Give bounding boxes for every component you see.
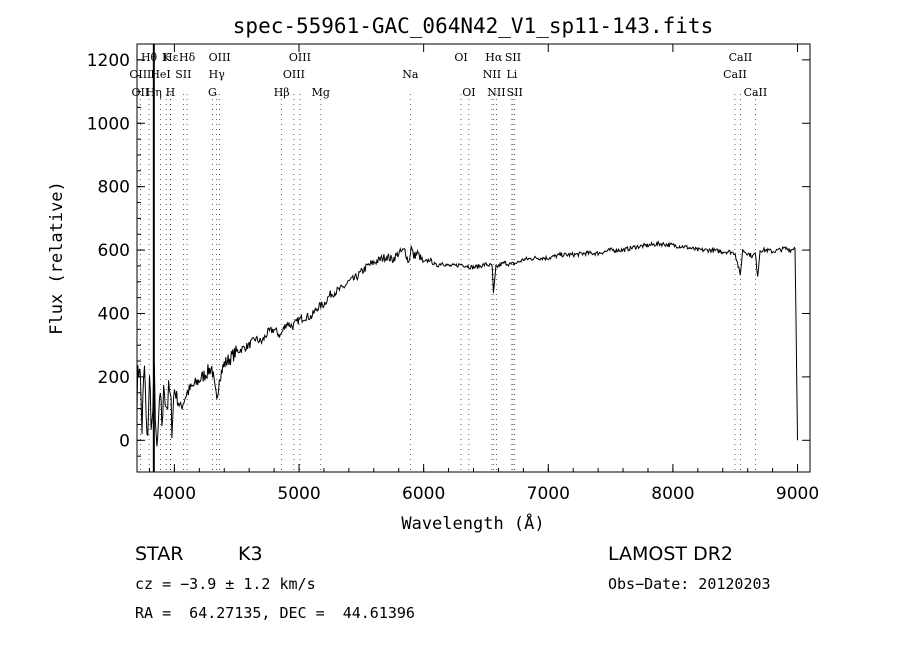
x-tick-label: 6000 — [402, 484, 445, 504]
object-class: STAR — [135, 543, 184, 565]
y-tick-label: 1000 — [87, 114, 130, 134]
line-label: Hε — [163, 51, 179, 64]
line-label: K — [162, 51, 171, 64]
x-tick-label: 8000 — [651, 484, 694, 504]
line-label: HeI — [150, 68, 170, 81]
line-label: NII — [487, 86, 505, 99]
line-label: Na — [402, 68, 419, 81]
y-tick-label: 0 — [119, 431, 130, 451]
line-label: OIII — [289, 51, 311, 64]
line-label: OI — [454, 51, 467, 64]
line-label: Hδ — [179, 51, 196, 64]
y-tick-label: 800 — [98, 178, 130, 198]
line-label: CaII — [723, 68, 747, 81]
spectrum-line — [136, 240, 798, 447]
axes: 4000 5000 6000 7000 8000 9000 0 200 400 600 800 100… — [87, 43, 819, 504]
line-label: Hβ — [274, 86, 290, 99]
y-axis-label: Flux (relative) — [47, 181, 67, 335]
line-label: SII — [505, 51, 521, 64]
line-label: Hη — [146, 86, 162, 99]
y-tick-label: 1200 — [87, 51, 130, 71]
y-tick-label: 600 — [98, 241, 130, 261]
line-label: OIII — [209, 51, 231, 64]
line-label: Hα — [485, 51, 503, 64]
x-tick-label: 7000 — [527, 484, 570, 504]
line-label: SII — [507, 86, 523, 99]
x-tick-label: 9000 — [776, 484, 819, 504]
line-label: CaII — [729, 51, 753, 64]
line-label: Mg — [312, 86, 330, 99]
line-label: NII — [483, 68, 501, 81]
line-markers — [140, 44, 756, 472]
line-label: SII — [175, 68, 191, 81]
line-label: G — [208, 86, 217, 99]
redshift-line: cz = −3.9 ± 1.2 km/s — [135, 575, 316, 593]
line-label: Hθ — [141, 51, 158, 64]
line-label: Hγ — [209, 68, 226, 81]
y-tick-label: 400 — [98, 304, 130, 324]
line-label: Li — [506, 68, 517, 81]
survey-name: LAMOST DR2 — [608, 543, 733, 565]
chart-title: spec-55961-GAC_064N42_V1_sp11-143.fits — [233, 14, 713, 38]
line-label: H — [166, 86, 176, 99]
line-label: CaII — [744, 86, 768, 99]
line-label: OII — [132, 86, 150, 99]
coordinates: RA = 64.27135, DEC = 44.61396 — [135, 604, 415, 622]
line-label: OI — [462, 86, 475, 99]
x-tick-label: 4000 — [153, 484, 196, 504]
y-tick-label: 200 — [98, 368, 130, 388]
x-tick-label: 5000 — [277, 484, 320, 504]
line-label: OIII — [129, 68, 151, 81]
subclass: K3 — [238, 543, 263, 565]
x-axis-label: Wavelength (Å) — [401, 512, 544, 534]
plot-frame — [136, 43, 811, 473]
obs-date: Obs−Date: 20120203 — [608, 575, 771, 593]
line-label: OIII — [283, 68, 305, 81]
